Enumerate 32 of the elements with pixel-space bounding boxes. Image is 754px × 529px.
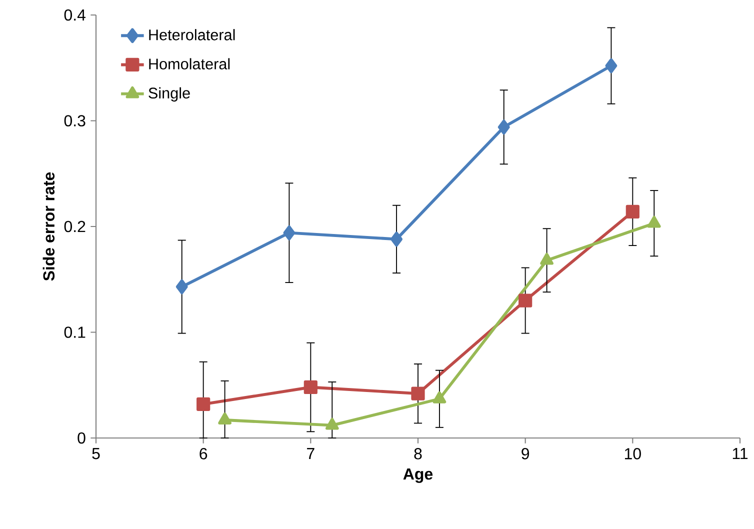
point [605, 58, 618, 74]
x-tick-label: 7 [307, 448, 314, 460]
x-axis-title: Age [403, 468, 433, 483]
point [304, 380, 318, 394]
point [176, 279, 188, 294]
y-tick-label: 0.3 [64, 115, 86, 126]
point [218, 412, 232, 424]
x-tick-label: 8 [414, 448, 422, 460]
point [540, 252, 554, 265]
x-tick-label: 11 [732, 448, 748, 460]
point [498, 120, 510, 135]
y-tick-label: 0.2 [64, 220, 86, 232]
x-tick-label: 10 [624, 448, 641, 460]
y-tick-label: 0.1 [64, 326, 86, 338]
point [411, 386, 425, 400]
legend-label: Heterolateral [149, 29, 235, 40]
point [283, 225, 296, 240]
point [518, 294, 532, 308]
point [647, 216, 661, 228]
point [390, 232, 403, 247]
y-tick-label: 0.4 [64, 9, 86, 21]
x-tick-label: 5 [92, 448, 100, 460]
point [325, 418, 339, 430]
legend-label: Single [148, 87, 190, 102]
point [432, 391, 446, 404]
x-tick-label: 9 [522, 448, 530, 460]
legend-label: Homolateral [149, 58, 230, 70]
point [626, 204, 640, 218]
y-tick-label: 0 [78, 432, 86, 444]
point [196, 397, 210, 411]
x-tick-label: 6 [200, 448, 208, 460]
y-axis-title: Side error rate [42, 172, 55, 281]
